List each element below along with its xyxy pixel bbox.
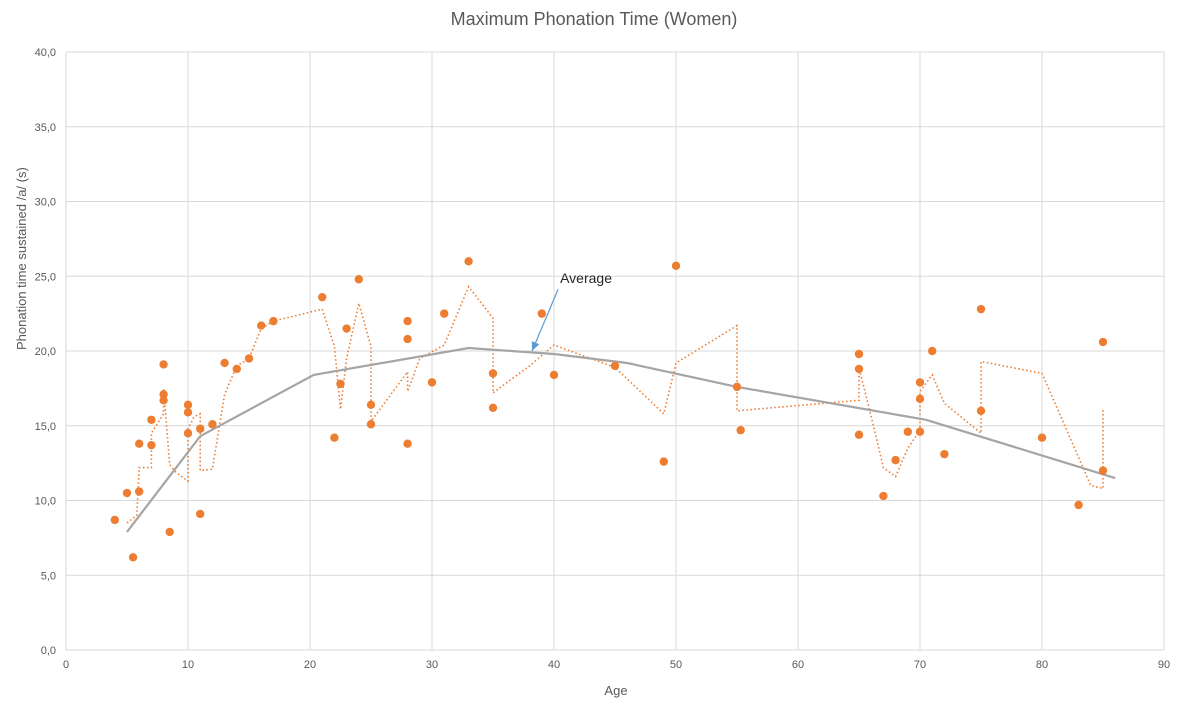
data-point — [330, 433, 339, 442]
average-line — [126, 346, 1116, 533]
data-point — [915, 378, 925, 387]
data-point — [196, 509, 205, 519]
data-point — [537, 309, 546, 318]
data-point — [159, 396, 168, 405]
data-point — [671, 261, 681, 270]
y-tick-label: 25,0 — [35, 271, 56, 283]
data-point — [488, 403, 498, 413]
data-point — [196, 424, 205, 433]
data-point — [336, 379, 345, 389]
data-point — [1098, 466, 1108, 475]
gridlines — [65, 51, 1165, 651]
data-point — [183, 408, 193, 417]
data-point — [165, 527, 174, 537]
x-tick-label: 70 — [914, 659, 926, 671]
data-point — [879, 491, 888, 501]
data-point — [854, 349, 864, 359]
data-point — [464, 257, 473, 266]
data-point — [440, 309, 449, 318]
data-point — [135, 439, 144, 448]
data-point — [403, 316, 412, 326]
data-point — [915, 427, 925, 436]
data-point — [659, 457, 668, 466]
data-point — [366, 420, 376, 429]
data-point — [732, 382, 742, 392]
data-point — [976, 406, 986, 415]
x-tick-label: 10 — [182, 659, 194, 671]
data-point — [147, 440, 156, 450]
data-point — [159, 360, 168, 369]
data-point — [354, 275, 363, 284]
x-tick-label: 60 — [792, 659, 804, 671]
data-point — [208, 420, 217, 429]
y-tick-label: 30,0 — [35, 197, 56, 209]
data-point — [736, 426, 745, 435]
y-tick-label: 10,0 — [35, 496, 56, 508]
x-tick-label: 90 — [1158, 659, 1170, 671]
data-point — [232, 364, 241, 374]
data-point — [110, 515, 120, 525]
data-point — [1098, 337, 1108, 347]
data-point — [940, 449, 949, 459]
data-point — [854, 430, 864, 439]
data-point — [269, 316, 278, 326]
data-point — [220, 358, 229, 368]
x-tick-label: 0 — [63, 659, 69, 671]
data-point — [244, 354, 254, 363]
data-point — [257, 321, 266, 330]
data-point — [318, 292, 327, 302]
y-tick-label: 0,0 — [41, 645, 56, 657]
data-point — [903, 427, 912, 436]
data-point — [366, 400, 376, 410]
data-point — [854, 364, 864, 374]
data-point — [549, 370, 559, 380]
series — [110, 257, 1116, 562]
data-point — [1074, 500, 1083, 510]
x-tick-label: 20 — [304, 659, 316, 671]
data-point — [147, 415, 156, 424]
annotation-arrowhead — [531, 341, 540, 351]
data-point — [403, 439, 412, 448]
x-tick-label: 50 — [670, 659, 682, 671]
data-point — [159, 390, 168, 399]
y-tick-label: 15,0 — [35, 421, 56, 433]
data-point — [183, 400, 193, 410]
x-tick-label: 80 — [1036, 659, 1048, 671]
annotations: Average — [531, 270, 612, 352]
data-point — [928, 346, 937, 356]
data-point — [403, 334, 412, 344]
x-tick-label: 40 — [548, 659, 560, 671]
tick-labels: 0 10 20 30 40 50 60 70 80 90 0,0 5,0 10,0 15,0 20,0 25,… — [35, 47, 1171, 671]
x-tick-label: 30 — [426, 659, 438, 671]
y-tick-label: 35,0 — [35, 122, 56, 134]
chart-title: Maximum Phonation Time (Women) — [450, 9, 738, 29]
annotation-arrow — [531, 289, 559, 352]
data-point — [891, 455, 900, 465]
data-point — [342, 324, 351, 333]
data-point — [1037, 433, 1047, 442]
data-point — [976, 304, 986, 314]
y-tick-label: 5,0 — [41, 570, 56, 582]
x-axis-label: Age — [604, 683, 628, 698]
y-tick-label: 40,0 — [35, 47, 56, 59]
data-point — [488, 369, 498, 378]
data-point — [183, 429, 193, 438]
annotation-label: Average — [560, 270, 612, 286]
data-point — [427, 378, 437, 387]
data-point — [122, 488, 132, 498]
data-point — [610, 361, 620, 371]
data-point — [128, 553, 138, 562]
y-tick-label: 20,0 — [35, 346, 56, 358]
data-point — [135, 487, 144, 496]
data-point — [915, 394, 925, 404]
